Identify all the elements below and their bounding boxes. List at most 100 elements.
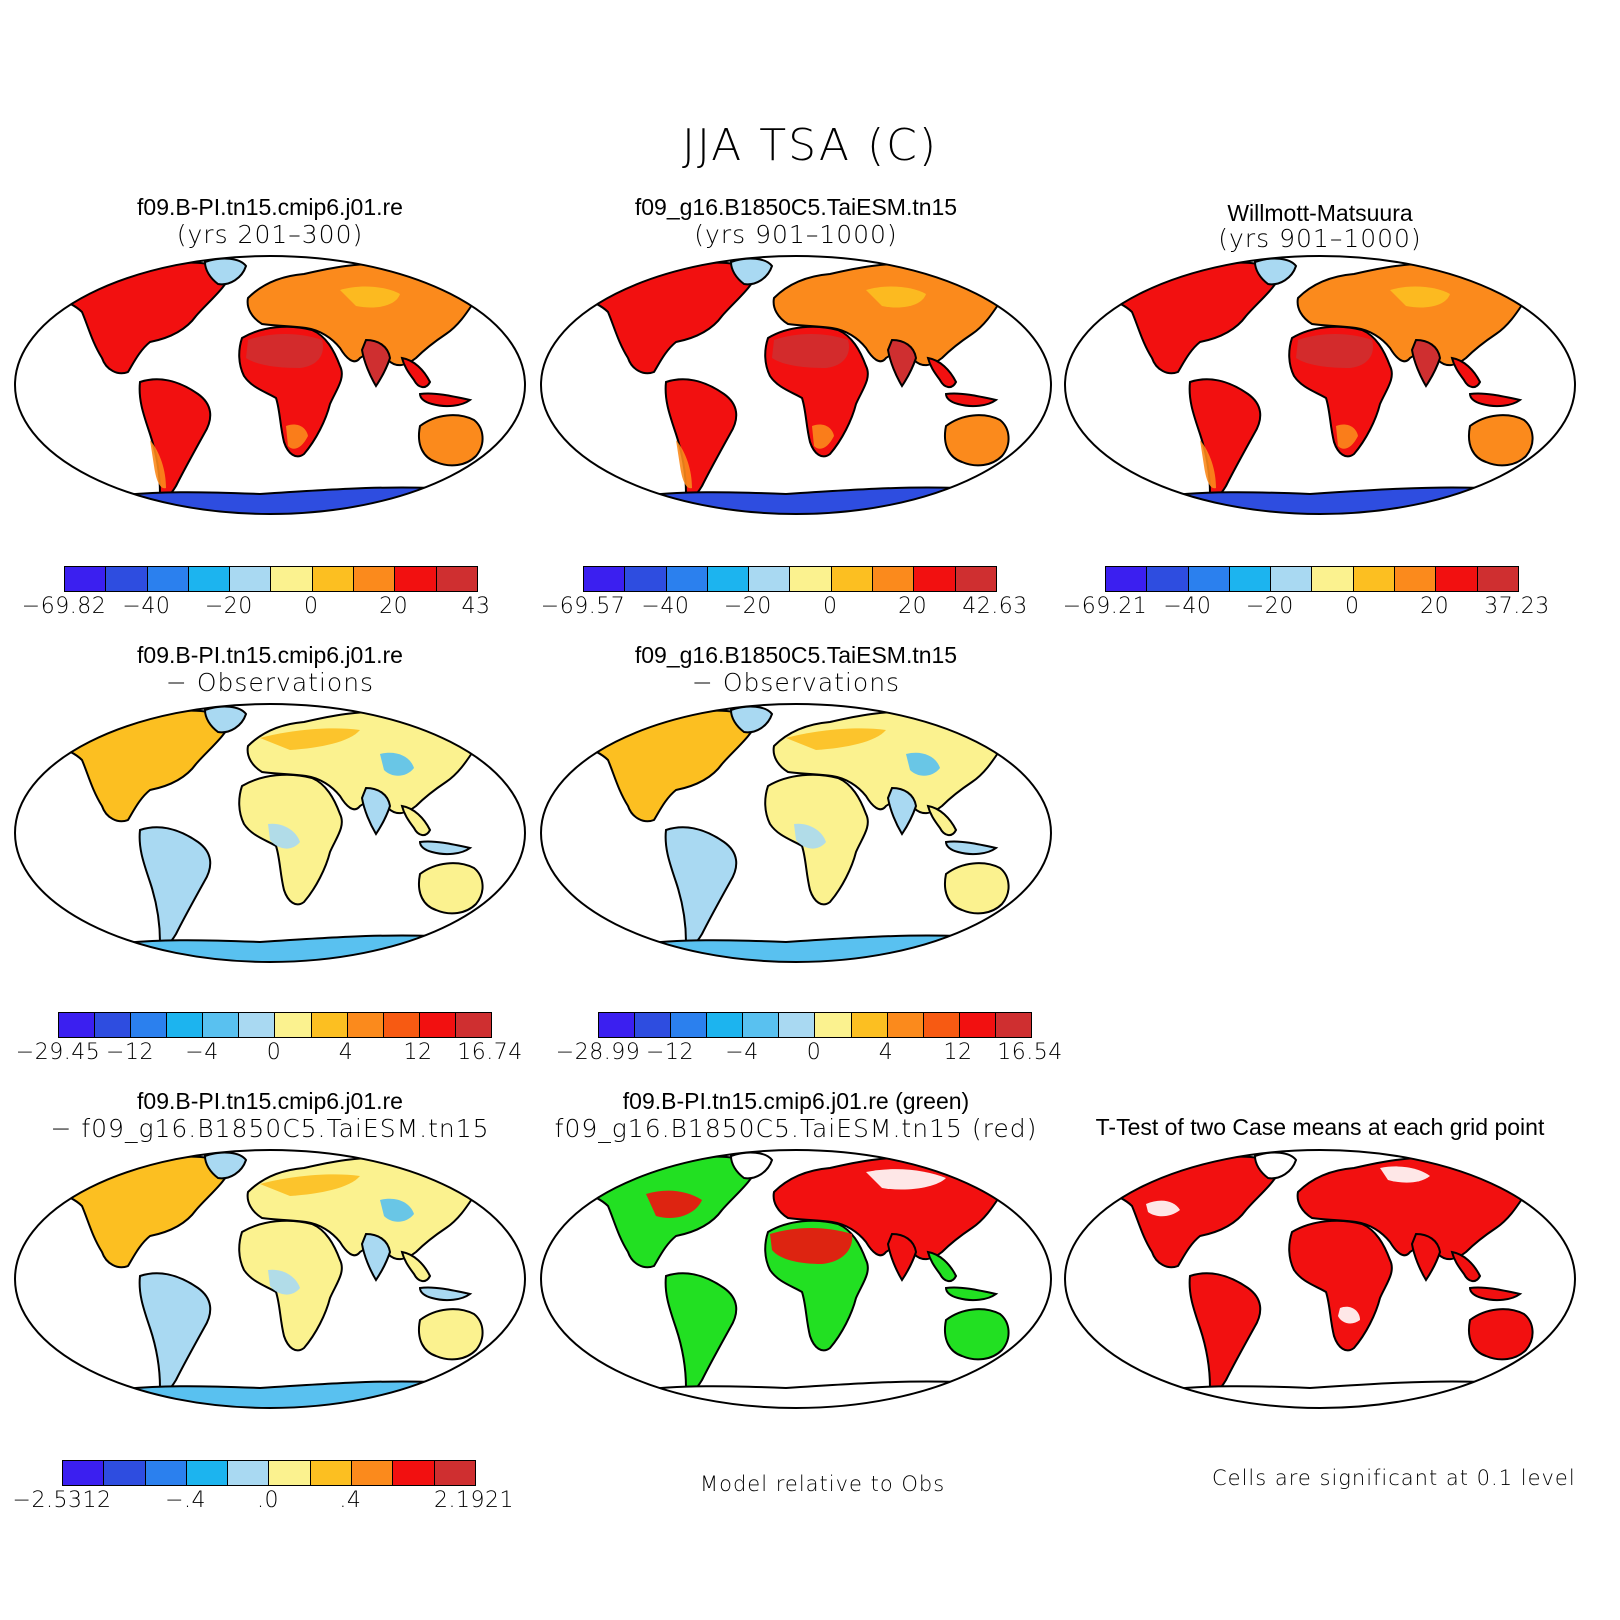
continent-greenland xyxy=(729,705,774,734)
colorbar-segment xyxy=(104,1461,146,1485)
world-map xyxy=(14,255,526,515)
panel-case-name: f09.B-PI.tn15.cmip6.j01.re (green) xyxy=(622,1088,970,1114)
world-map xyxy=(1064,255,1576,515)
continent-greenland xyxy=(203,257,248,286)
map-frame xyxy=(540,255,1052,515)
colorbar-segment xyxy=(230,567,272,591)
continent-australia xyxy=(418,862,484,915)
continent-namerica xyxy=(38,261,234,375)
colorbar-segment xyxy=(269,1461,311,1485)
continent-seasia xyxy=(926,356,958,388)
panel-subtitle: f09_g16.B1850C5.TaiESM.tn15 (red) xyxy=(554,1114,1038,1143)
continent-greenland xyxy=(203,705,248,734)
colorbar-segment xyxy=(625,567,667,591)
value-region-eurasia xyxy=(866,286,926,308)
panel-model-relative-to-obs: f09.B-PI.tn15.cmip6.j01.re (green) f09_g… xyxy=(526,1084,1066,1504)
continent-india xyxy=(886,1232,918,1282)
world-map xyxy=(1064,1149,1576,1409)
continent-india xyxy=(1410,1232,1442,1282)
map-frame xyxy=(1064,1149,1576,1409)
continent-samerica xyxy=(664,378,738,499)
value-region-eurasia xyxy=(866,1169,946,1190)
value-region-africa xyxy=(268,1269,300,1295)
colorbar-segment xyxy=(310,1461,353,1485)
continent-greenland xyxy=(1253,257,1298,286)
colorbar-segment xyxy=(995,1013,1031,1037)
panel-observations: Willmott-Matsuura (yrs 901–1000) xyxy=(1050,190,1590,610)
continent-seasia xyxy=(400,356,432,388)
value-region-africa xyxy=(772,334,850,368)
value-region-africa xyxy=(812,424,834,449)
colorbar-segment xyxy=(743,1013,780,1037)
colorbar-segment xyxy=(815,1013,852,1037)
panel-subtitle: − Observations xyxy=(165,668,375,697)
panel-case1-climatology: f09.B-PI.tn15.cmip6.j01.re (yrs 201–300) xyxy=(0,190,540,610)
map-frame xyxy=(14,255,526,515)
world-map xyxy=(14,703,526,963)
colorbar-segment xyxy=(228,1461,270,1485)
map-frame xyxy=(14,703,526,963)
continent-australia xyxy=(1468,1308,1534,1361)
colorbar-segment xyxy=(145,1461,187,1485)
continent-india xyxy=(360,1232,392,1282)
colorbar-segment xyxy=(393,1461,435,1485)
colorbar-segment xyxy=(955,567,996,591)
continent-australia xyxy=(944,1308,1010,1361)
note-significance: Cells are significant at 0.1 level xyxy=(1212,1466,1576,1490)
colorbar-segment xyxy=(1312,567,1354,591)
continent-samerica xyxy=(138,826,212,947)
panel-years: (yrs 201–300) xyxy=(176,220,364,249)
continent-samerica xyxy=(138,1272,212,1393)
value-region-eurasia xyxy=(340,286,400,308)
continent-indonesia xyxy=(418,392,473,408)
colorbar-segment xyxy=(106,567,148,591)
panel-t-test: T-Test of two Case means at each grid po… xyxy=(1050,1084,1590,1504)
panel-case-name: f09.B-PI.tn15.cmip6.j01.re xyxy=(137,194,403,220)
value-region-africa xyxy=(1296,334,1374,368)
colorbar-segment xyxy=(779,1013,816,1037)
value-region-eurasia xyxy=(1390,286,1450,308)
colorbar-segment xyxy=(959,1013,996,1037)
continent-greenland xyxy=(1253,1151,1298,1180)
figure-title: JJA TSA (C) xyxy=(681,120,939,171)
colorbar-labels: −2.5312 −.4 .0 .4 2.1921 xyxy=(12,1488,514,1513)
value-region-eurasia xyxy=(260,728,360,750)
panel-case1-minus-case2: f09.B-PI.tn15.cmip6.j01.re − f09_g16.B18… xyxy=(0,1084,540,1504)
value-region-samerica xyxy=(150,440,166,489)
colorbar-labels: −69.21 −40 −20 0 20 37.23 xyxy=(1062,594,1550,619)
continent-greenland xyxy=(203,1151,248,1180)
continent-samerica xyxy=(138,378,212,499)
colorbar-segment xyxy=(1353,567,1396,591)
continent-australia xyxy=(944,862,1010,915)
colorbar-segment xyxy=(311,1013,348,1037)
value-region-namerica xyxy=(646,1190,702,1219)
colorbar-segment xyxy=(887,1013,924,1037)
continent-namerica xyxy=(38,1155,234,1269)
colorbar-segment xyxy=(167,1013,204,1037)
continent-seasia xyxy=(926,804,958,836)
continent-samerica xyxy=(664,826,738,947)
colorbar-segment xyxy=(1395,567,1437,591)
value-region-africa xyxy=(246,334,324,368)
continent-namerica xyxy=(38,709,234,823)
continent-seasia xyxy=(926,1250,958,1282)
colorbar-labels: −28.99 −12 −4 0 4 12 16.54 xyxy=(555,1040,1063,1065)
colorbar-segment xyxy=(599,1013,636,1037)
colorbar-segment xyxy=(1147,567,1189,591)
value-region-eurasia xyxy=(260,1174,360,1196)
panel-case-name: f09_g16.B1850C5.TaiESM.tn15 xyxy=(634,642,958,668)
colorbar-segment xyxy=(395,567,437,591)
panel-test-title: T-Test of two Case means at each grid po… xyxy=(1095,1114,1545,1140)
colorbar-segment xyxy=(1106,567,1148,591)
value-region-eurasia xyxy=(906,752,940,776)
colorbar-segment xyxy=(666,567,708,591)
value-region-samerica xyxy=(676,440,692,489)
panel-case-name: f09.B-PI.tn15.cmip6.j01.re xyxy=(137,1088,403,1114)
panel-years: (yrs 901–1000) xyxy=(1218,224,1422,253)
continent-namerica xyxy=(1088,1155,1284,1269)
colorbar-segment xyxy=(147,567,189,591)
colorbar-labels: −69.57 −40 −20 0 20 42.63 xyxy=(540,594,1028,619)
continent-indonesia xyxy=(944,1286,999,1302)
colorbar-segment xyxy=(271,567,313,591)
colorbar-case1-diff xyxy=(58,1012,492,1038)
